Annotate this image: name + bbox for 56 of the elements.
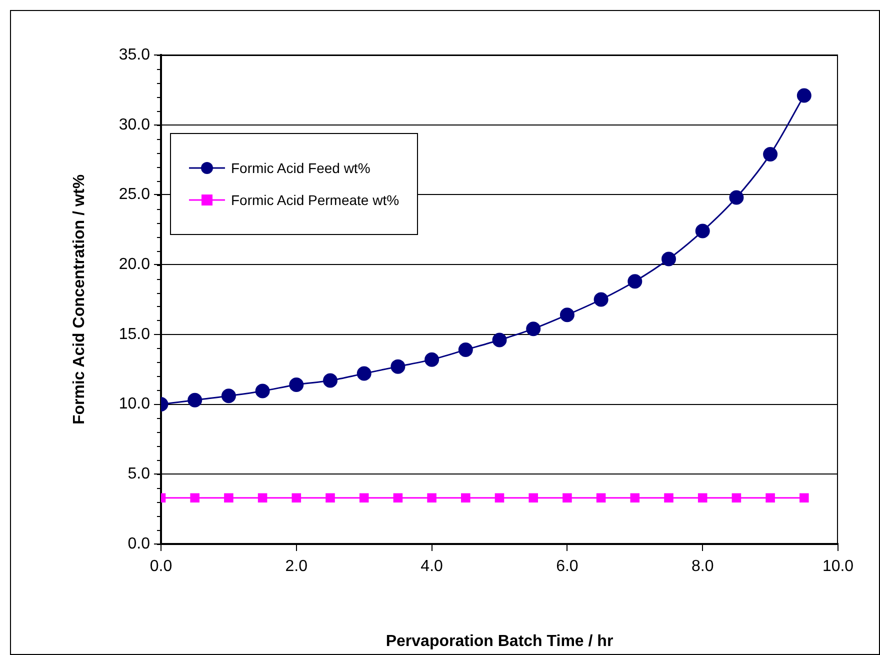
x-tick-label: 4.0 bbox=[420, 558, 444, 576]
point bbox=[766, 493, 775, 503]
x-tick-label: 8.0 bbox=[691, 558, 714, 576]
point bbox=[662, 252, 676, 266]
point bbox=[255, 384, 270, 398]
point bbox=[323, 373, 338, 388]
point bbox=[732, 493, 742, 503]
point bbox=[458, 342, 473, 358]
point bbox=[258, 493, 268, 503]
point bbox=[424, 352, 440, 367]
y-tick-label: 10.0 bbox=[118, 396, 150, 413]
point bbox=[796, 88, 812, 103]
x-axis-title: Pervaporation Batch Time / hr bbox=[386, 632, 614, 650]
legend-label: Formic Acid Permeate wt% bbox=[231, 192, 400, 208]
point bbox=[221, 388, 236, 404]
point bbox=[492, 332, 507, 348]
point bbox=[188, 392, 202, 408]
point bbox=[729, 190, 744, 205]
point bbox=[224, 493, 234, 503]
point bbox=[359, 493, 369, 503]
y-tick-label: 25.0 bbox=[118, 186, 150, 204]
point bbox=[562, 493, 572, 503]
point bbox=[326, 493, 335, 503]
point bbox=[800, 493, 809, 503]
x-tick-label: 0.0 bbox=[150, 558, 172, 576]
y-tick-label: 15.0 bbox=[118, 326, 150, 343]
point bbox=[594, 292, 608, 307]
legend-label: Formic Acid Feed wt% bbox=[231, 160, 370, 176]
y-tick-label: 0.0 bbox=[128, 535, 150, 552]
point bbox=[628, 274, 642, 289]
point bbox=[630, 493, 640, 503]
x-tick-label: 6.0 bbox=[556, 558, 578, 576]
point bbox=[695, 224, 710, 238]
point bbox=[528, 493, 538, 503]
point bbox=[526, 322, 541, 336]
x-tick-label: 2.0 bbox=[285, 558, 308, 576]
y-tick-label: 35.0 bbox=[118, 46, 150, 64]
y-tick-label: 30.0 bbox=[118, 116, 150, 134]
point bbox=[356, 366, 372, 381]
y-tick-label: 20.0 bbox=[118, 256, 150, 273]
point bbox=[292, 493, 302, 503]
point bbox=[698, 493, 708, 503]
point bbox=[763, 146, 778, 162]
point bbox=[461, 493, 470, 503]
point bbox=[494, 493, 504, 503]
point bbox=[596, 493, 606, 503]
point bbox=[560, 308, 574, 322]
point bbox=[289, 377, 304, 392]
y-axis-title: Formic Acid Concentration / wt% bbox=[71, 174, 88, 425]
point bbox=[393, 493, 403, 503]
x-tick-label: 10.0 bbox=[822, 558, 854, 576]
point bbox=[190, 493, 200, 503]
point bbox=[427, 493, 436, 503]
point bbox=[664, 493, 674, 503]
point bbox=[390, 359, 406, 374]
y-tick-label: 5.0 bbox=[128, 466, 150, 483]
